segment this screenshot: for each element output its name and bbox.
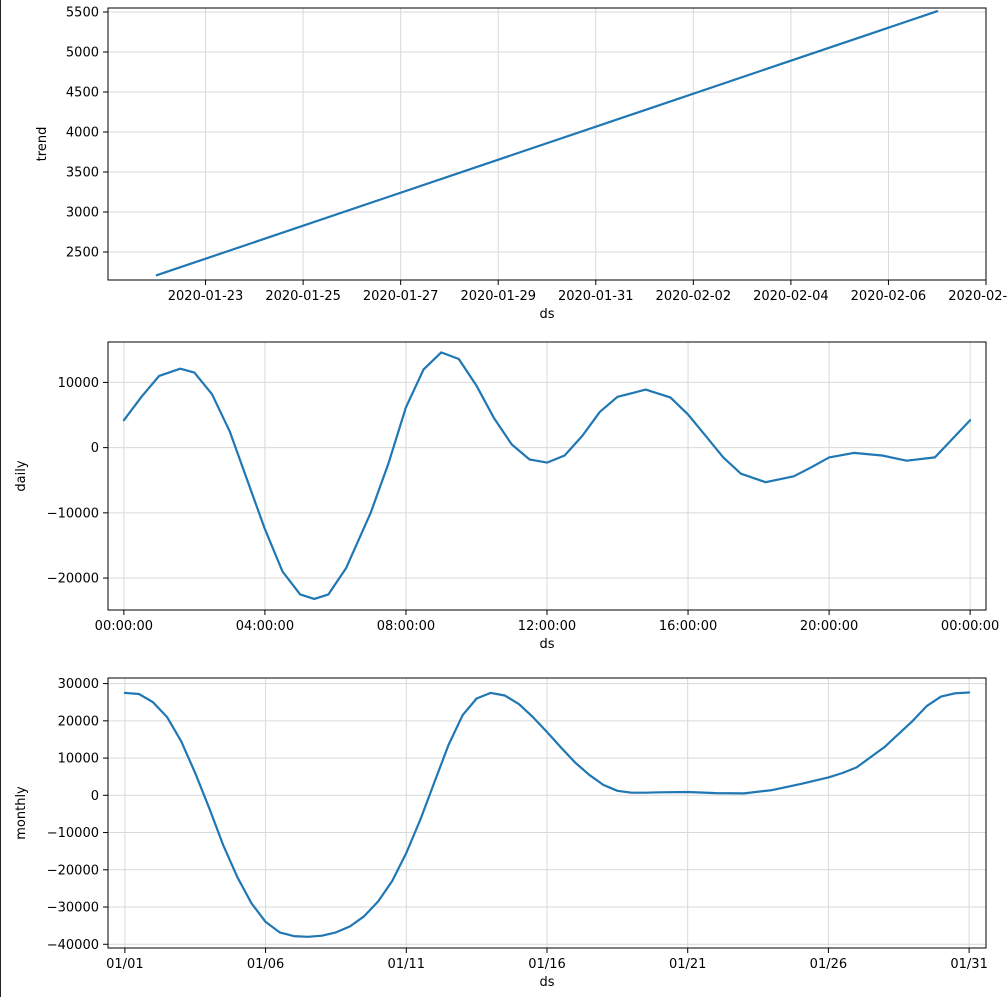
y-axis-label: daily (14, 460, 29, 491)
x-tick-label: 2020-02-02 (656, 289, 732, 304)
x-tick-label: 01/01 (106, 957, 143, 972)
axes-frame (107, 7, 987, 281)
x-tick-label: 2020-02-04 (753, 289, 829, 304)
x-tick-label: 2020-01-23 (168, 289, 244, 304)
x-tick-label: 2020-02-06 (851, 289, 927, 304)
x-tick-label: 01/06 (247, 957, 284, 972)
x-tick-label: 2020-01-29 (460, 289, 536, 304)
y-tick-label: −10000 (47, 506, 99, 521)
y-axis-label: trend (35, 127, 50, 162)
y-tick-label: −40000 (47, 938, 99, 953)
x-tick-label: 2020-02-08 (948, 289, 1008, 304)
series-line-daily (122, 351, 972, 601)
y-tick-label: −30000 (47, 901, 99, 916)
x-axis-label: ds (539, 637, 554, 652)
y-tick-label: 20000 (58, 714, 99, 729)
chart-panel-daily: 00:00:00 04:00:00 08:00:00 12:00:00 16:00:00… (14, 341, 999, 652)
x-tick-label: 2020-01-31 (558, 289, 634, 304)
y-tick-label: 0 (91, 441, 99, 456)
x-axis-label: ds (539, 307, 554, 322)
x-axis-label: ds (539, 975, 554, 990)
x-tick-label: 00:00:00 (95, 619, 153, 634)
y-axis-label: monthly (14, 786, 29, 840)
x-tick-label: 04:00:00 (236, 619, 294, 634)
y-tick-label: 30000 (58, 677, 99, 692)
x-tick-label: 08:00:00 (377, 619, 435, 634)
x-tick-label: 00:00:00 (941, 619, 999, 634)
x-tick-label: 01/16 (528, 957, 565, 972)
x-tick-label: 2020-01-27 (363, 289, 439, 304)
y-tick-label: −20000 (47, 863, 99, 878)
y-tick-label: −10000 (47, 826, 99, 841)
series-line-monthly (123, 691, 971, 938)
y-tick-label: 4500 (66, 86, 99, 101)
x-tick-label: 20:00:00 (800, 619, 858, 634)
y-tick-label: 3500 (66, 166, 99, 181)
y-tick-label: 0 (91, 789, 99, 804)
y-tick-label: 10000 (58, 376, 99, 391)
x-tick-label: 16:00:00 (659, 619, 717, 634)
series-line-trend (155, 10, 939, 277)
x-tick-label: 01/11 (388, 957, 425, 972)
axes-frame (107, 677, 987, 949)
axes-frame (107, 341, 987, 611)
x-tick-label: 01/21 (669, 957, 706, 972)
y-tick-label: −20000 (47, 572, 99, 587)
chart-panel-trend: 2020-01-23 2020-01-25 2020-01-27 2020-01-29… (35, 6, 1008, 323)
y-tick-label: 3000 (66, 206, 99, 221)
chart-panel-monthly: 01/01 01/06 01/11 01/16 01/21 01/26 01/31 −4000… (14, 677, 988, 990)
x-tick-label: 01/31 (950, 957, 987, 972)
y-tick-label: 10000 (58, 752, 99, 767)
y-tick-label: 4000 (66, 126, 99, 141)
x-tick-label: 2020-01-25 (265, 289, 341, 304)
y-tick-label: 5500 (66, 6, 99, 21)
y-tick-label: 5000 (66, 46, 99, 61)
x-tick-label: 01/26 (810, 957, 847, 972)
x-tick-label: 12:00:00 (518, 619, 576, 634)
y-tick-label: 2500 (66, 246, 99, 261)
